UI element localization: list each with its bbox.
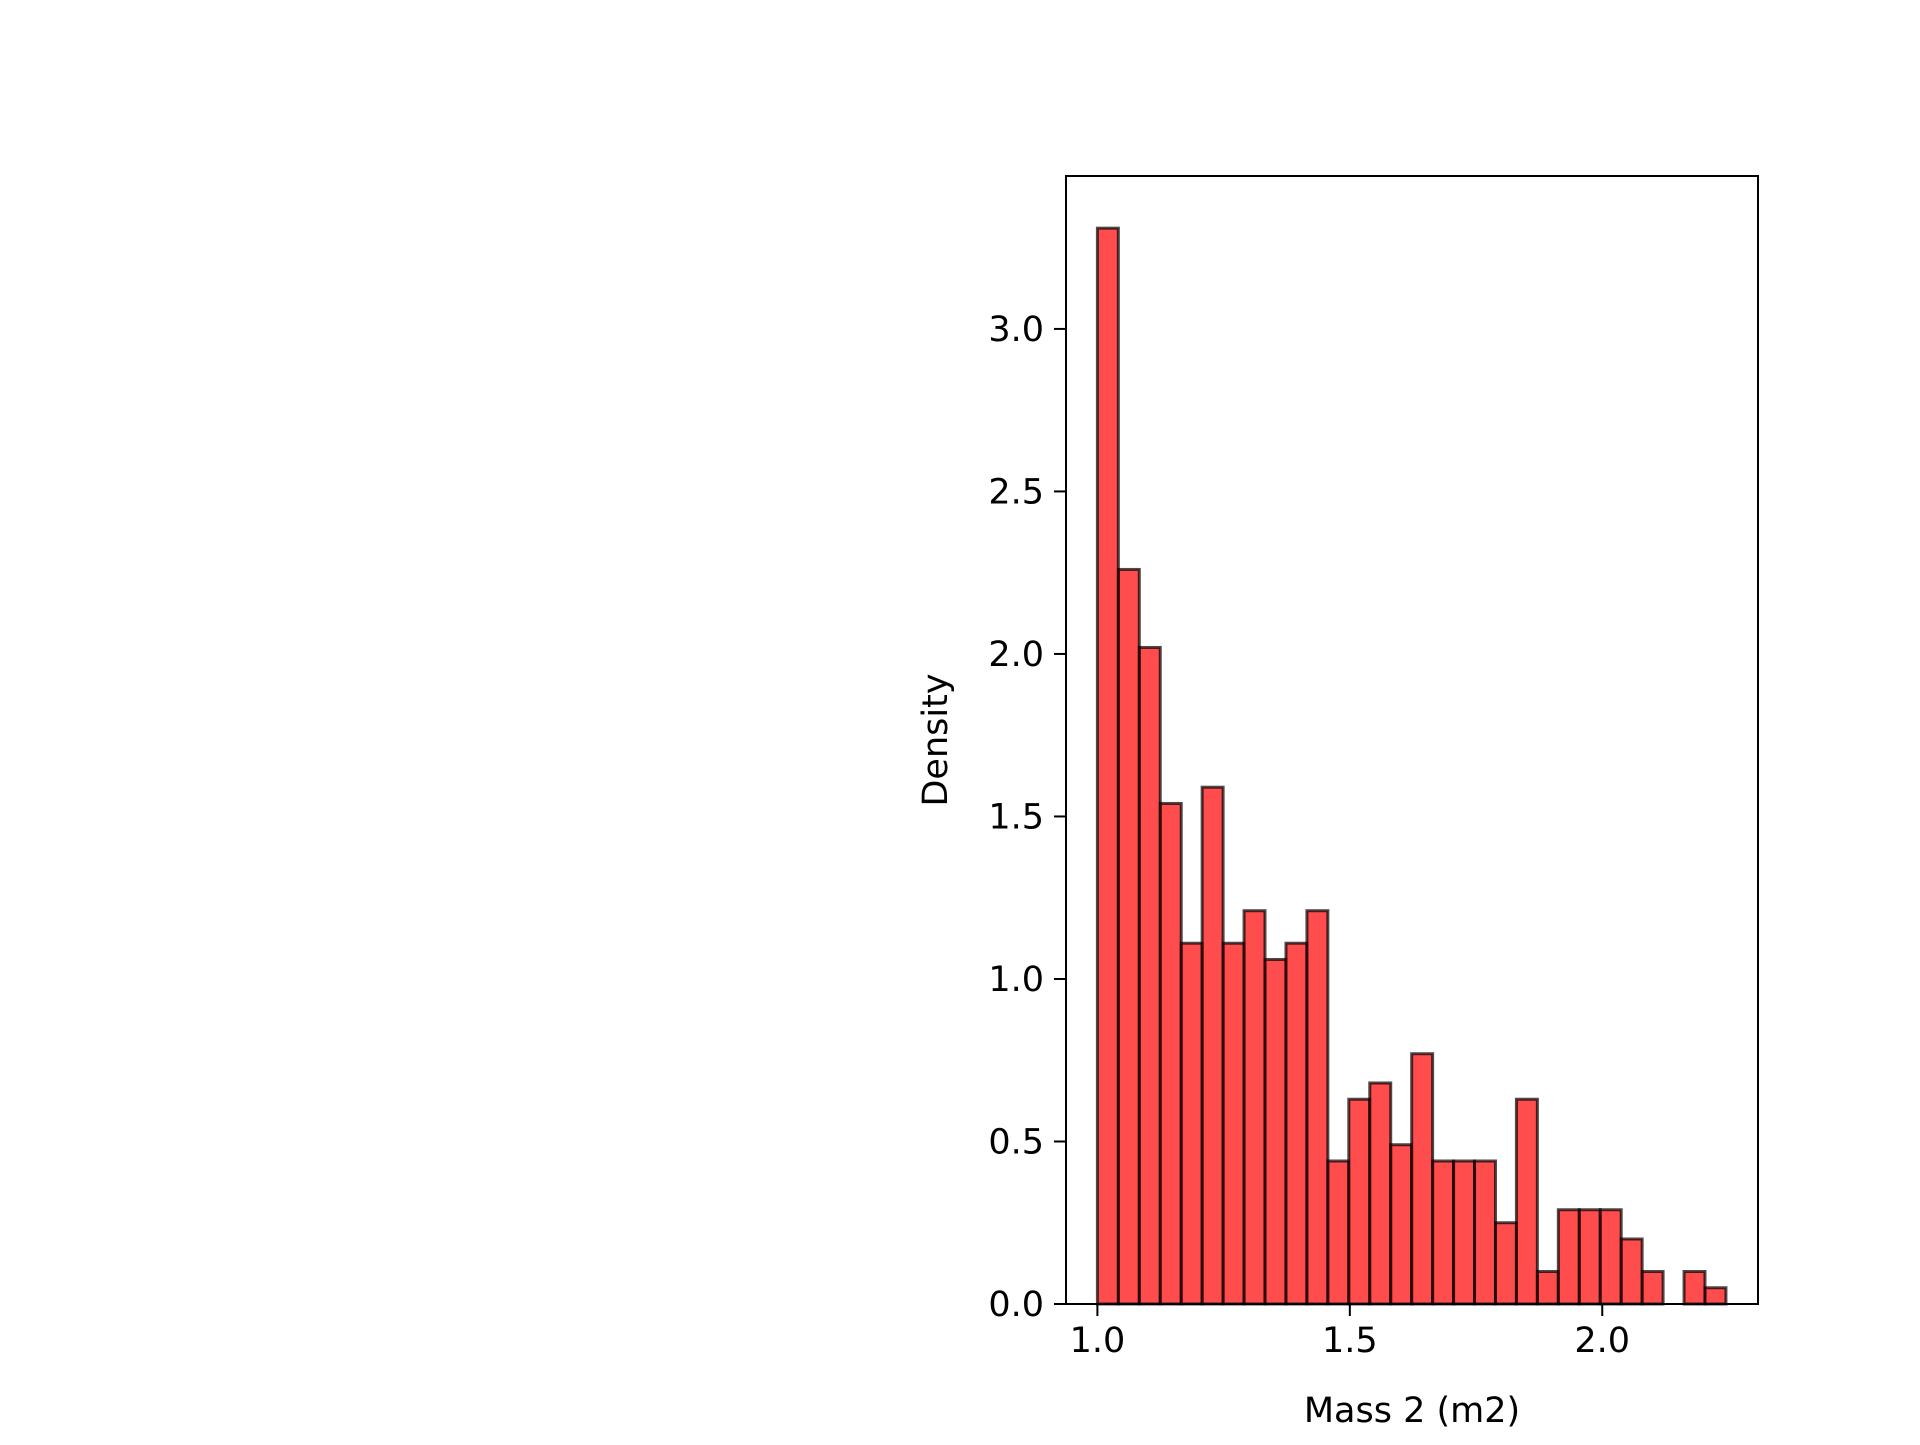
histogram-bar	[1158, 801, 1183, 1306]
y-axis-label: Density	[916, 673, 956, 806]
histogram-bar	[1493, 1221, 1518, 1306]
histogram-bar	[1347, 1097, 1372, 1306]
x-tick-label: 2.0	[1574, 1321, 1630, 1361]
histogram-bar	[1556, 1208, 1581, 1306]
y-tick-label: 1.0	[988, 960, 1044, 1000]
y-tick-label: 0.5	[988, 1122, 1044, 1162]
y-tick-label: 0.0	[988, 1285, 1044, 1325]
histogram-bar	[1577, 1208, 1602, 1306]
histogram-bar	[1326, 1159, 1351, 1306]
histogram-bar	[1242, 909, 1267, 1306]
histogram-bar	[1179, 941, 1204, 1306]
x-tick-label: 1.5	[1322, 1321, 1378, 1361]
histogram-bar	[1221, 941, 1246, 1306]
x-axis-label: Mass 2 (m2)	[1304, 1391, 1520, 1431]
histogram-bar	[1514, 1097, 1539, 1306]
x-axis-ticks: 1.0 1.5 2.0	[1070, 1304, 1630, 1361]
bars-layer	[1095, 226, 1728, 1306]
histogram-bar	[1473, 1159, 1497, 1306]
histogram-bar	[1095, 226, 1120, 1306]
histogram-bar	[1305, 909, 1330, 1306]
y-axis-ticks: 0.0 0.5 1.0 1.5 2.0 2.5 3.0	[988, 310, 1066, 1325]
y-tick-label: 3.0	[988, 310, 1044, 350]
histogram-bar	[1535, 1269, 1560, 1306]
histogram-bar	[1452, 1159, 1477, 1306]
histogram-bar	[1431, 1159, 1456, 1306]
histogram-bar	[1410, 1052, 1435, 1306]
histogram-bar	[1682, 1269, 1707, 1306]
histogram-bar	[1640, 1269, 1665, 1306]
histogram-bar	[1619, 1237, 1644, 1306]
y-tick-label: 2.0	[988, 635, 1044, 675]
histogram-bar	[1368, 1081, 1393, 1306]
axes-frame	[1065, 175, 1759, 1305]
y-tick-label: 2.5	[988, 472, 1044, 512]
histogram-bar	[1284, 941, 1309, 1306]
histogram-bar	[1703, 1286, 1728, 1306]
histogram-bar	[1389, 1143, 1414, 1306]
histogram-bar	[1263, 957, 1288, 1306]
histogram-bar	[1200, 785, 1225, 1306]
histogram-bar	[1137, 645, 1162, 1306]
x-tick-label: 1.0	[1070, 1321, 1126, 1361]
y-tick-label: 1.5	[988, 797, 1044, 837]
histogram-bar	[1598, 1208, 1623, 1306]
histogram-bar	[1116, 567, 1141, 1306]
